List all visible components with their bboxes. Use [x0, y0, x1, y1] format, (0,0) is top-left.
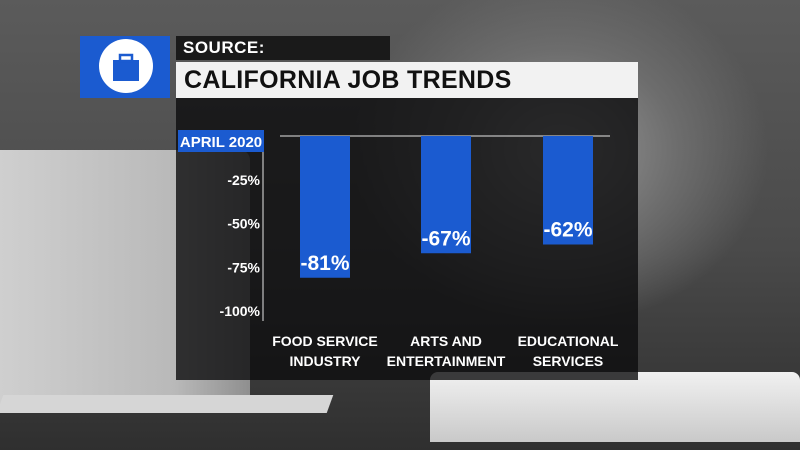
bar-group: -81% -67% -62%: [300, 136, 593, 278]
y-tick-label: -25%: [227, 172, 260, 188]
bar-value-label: -62%: [543, 219, 592, 242]
source-label: SOURCE: MONSTER.COM: [176, 36, 390, 81]
x-category-label: FOOD SERVICE: [272, 333, 378, 349]
period-label: APRIL 2020: [180, 134, 262, 151]
bar: [300, 136, 350, 278]
bar-value-label: -81%: [300, 252, 349, 275]
laptop-edge: [0, 395, 334, 413]
y-tick-group: -25% -50% -75% -100%: [220, 172, 261, 319]
x-category-label: SERVICES: [533, 353, 604, 369]
y-tick-label: -100%: [220, 303, 261, 319]
bar-value-label: -67%: [421, 227, 470, 250]
bar-chart: APRIL 2020 -25% -50% -75% -100% -81% -67% -62…: [178, 130, 619, 369]
x-category-label: ENTERTAINMENT: [387, 353, 506, 369]
y-tick-label: -50%: [227, 216, 260, 232]
chart-title: CALIFORNIA JOB TRENDS: [176, 62, 638, 98]
x-category-label: INDUSTRY: [289, 353, 361, 369]
notebook-shape: [430, 372, 800, 442]
bar: [543, 136, 593, 245]
period-badge: [178, 130, 264, 152]
x-category-label: EDUCATIONAL: [518, 333, 619, 349]
briefcase-icon: [113, 53, 139, 81]
y-tick-label: -75%: [227, 259, 260, 275]
x-category-label: ARTS AND: [410, 333, 482, 349]
bar: [421, 136, 471, 254]
x-label-group: FOOD SERVICE INDUSTRY ARTS AND ENTERTAINMEN…: [272, 333, 619, 369]
